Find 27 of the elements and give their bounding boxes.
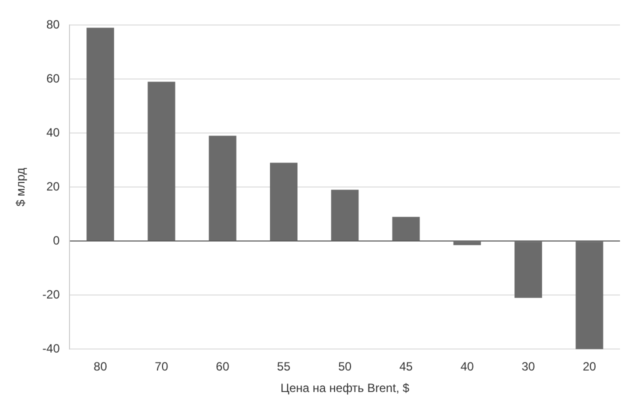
y-tick-label: 60 (46, 71, 60, 86)
bar (453, 242, 481, 246)
y-tick-label: 0 (53, 233, 60, 248)
y-tick-label: 20 (46, 179, 60, 194)
y-tick-label: 40 (46, 125, 60, 140)
bar (270, 162, 298, 241)
x-tick-label: 40 (460, 360, 474, 374)
bar (331, 190, 359, 241)
bar (148, 82, 176, 241)
x-axis-title: Цена на нефть Brent, $ (280, 381, 410, 396)
x-tick-label: 70 (154, 360, 168, 374)
x-tick-label: 55 (277, 360, 291, 374)
x-tick-label: 45 (399, 360, 414, 374)
y-tick-label: 80 (46, 17, 60, 32)
y-tick-label: -40 (42, 342, 60, 356)
x-tick-label: 80 (94, 360, 108, 374)
y-tick-label: -20 (42, 287, 60, 302)
bar (514, 242, 542, 298)
x-tick-label: 60 (216, 360, 230, 374)
bar (86, 28, 114, 241)
x-tick-label: 20 (582, 360, 596, 374)
x-tick-label: 30 (522, 360, 536, 374)
y-axis-title: $ млрд (14, 168, 28, 206)
bar (576, 242, 604, 350)
x-tick-label: 50 (338, 360, 352, 374)
bar (208, 136, 236, 241)
bar (392, 216, 420, 241)
